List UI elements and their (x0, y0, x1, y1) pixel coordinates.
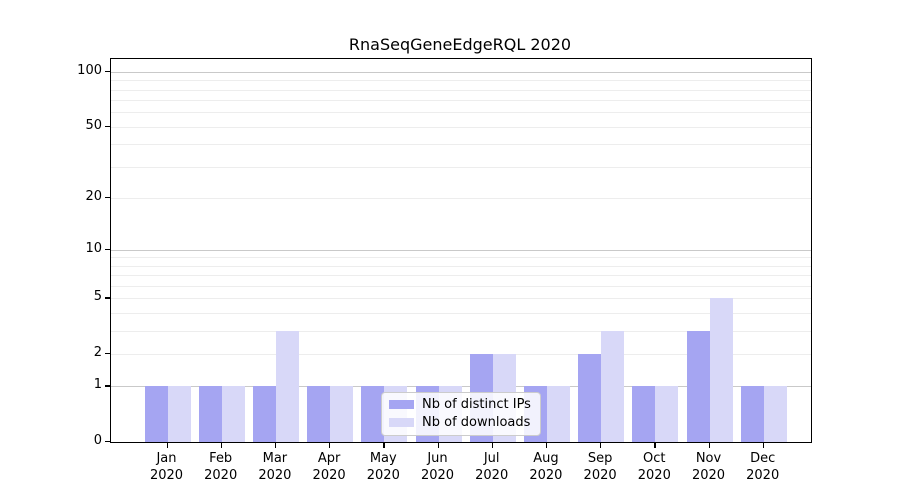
legend-label-downloads: Nb of downloads (422, 415, 531, 430)
bar-distinct-ips (307, 386, 331, 442)
x-tick-label: Nov 2020 (691, 451, 726, 483)
y-tick-label: 50 (85, 117, 102, 133)
x-tick-label: Apr 2020 (312, 451, 346, 483)
x-axis-tick (220, 442, 223, 448)
bar-distinct-ips (198, 386, 222, 442)
x-axis-tick (600, 442, 602, 448)
x-axis-tick (545, 442, 548, 448)
legend-swatch-downloads-icon (389, 418, 414, 427)
gridline (111, 353, 811, 355)
gridline (111, 286, 811, 287)
y-axis-tick (105, 297, 110, 299)
gridline (111, 72, 811, 73)
gridline (111, 265, 811, 267)
y-axis-tick (105, 196, 110, 199)
y-tick-label: 100 (77, 63, 102, 78)
y-tick-label: 0 (93, 433, 102, 448)
gridline (111, 126, 811, 128)
gridline (111, 275, 811, 277)
x-tick-label: Mar 2020 (258, 451, 292, 483)
bar-downloads (167, 386, 191, 442)
x-tick-label: Jul 2020 (475, 451, 509, 483)
y-axis-tick (105, 385, 110, 387)
bar-distinct-ips (740, 386, 764, 442)
x-tick-label: Oct 2020 (637, 451, 671, 483)
bar-downloads (546, 386, 570, 442)
x-tick-label: Jan 2020 (149, 451, 184, 483)
gridline (111, 257, 811, 259)
x-tick-label: Feb 2020 (204, 451, 238, 483)
gridline (111, 100, 811, 102)
bar-distinct-ips (578, 353, 602, 442)
x-tick-label: Jun 2020 (420, 451, 455, 483)
bar-downloads (275, 330, 299, 442)
x-axis-tick (708, 442, 710, 448)
bar-distinct-ips (361, 386, 385, 442)
y-tick-label: 1 (93, 377, 102, 393)
chart-title: RnaSeqGeneEdgeRQL 2020 (348, 35, 572, 54)
x-axis-tick (654, 442, 656, 448)
x-axis-tick (329, 442, 331, 448)
y-axis-tick (105, 352, 110, 355)
gridline (111, 249, 811, 251)
bar-downloads (601, 330, 625, 442)
x-tick-label: May 2020 (366, 451, 400, 483)
y-axis-tick (105, 125, 110, 128)
gridline (111, 112, 811, 114)
gridline (111, 313, 811, 314)
y-tick-label: 10 (85, 240, 102, 256)
x-tick-label: Aug 2020 (529, 451, 563, 483)
plot-area (110, 58, 812, 443)
x-axis-tick (274, 442, 277, 448)
x-axis-tick (762, 442, 765, 448)
legend-row-distinct-ips: Nb of distinct IPs (389, 397, 531, 412)
y-tick-label: 5 (93, 289, 102, 305)
x-axis-tick (383, 442, 385, 448)
bar-downloads (709, 298, 733, 442)
x-tick-label: Sep 2020 (583, 451, 617, 483)
gridline (111, 298, 811, 300)
bar-distinct-ips (632, 386, 656, 442)
legend-swatch-distinct-ips-icon (389, 400, 414, 409)
bar-downloads (763, 386, 787, 442)
gridline (111, 89, 811, 91)
y-tick-label: 2 (93, 344, 102, 360)
x-axis-tick (437, 442, 439, 448)
bar-distinct-ips (144, 386, 168, 442)
gridline (111, 80, 811, 82)
bar-downloads (330, 386, 354, 442)
gridline (111, 144, 811, 146)
y-axis-tick (105, 441, 110, 443)
x-axis-tick (491, 442, 494, 448)
gridline (111, 197, 811, 199)
x-tick-label: Dec 2020 (746, 451, 780, 483)
legend-row-downloads: Nb of downloads (389, 415, 531, 430)
bar-distinct-ips (686, 330, 710, 442)
y-axis-tick (105, 248, 110, 251)
gridline (111, 330, 811, 332)
legend: Nb of distinct IPs Nb of downloads (381, 392, 541, 436)
bar-downloads (221, 386, 245, 442)
bar-downloads (655, 386, 679, 442)
bar-distinct-ips (252, 386, 276, 442)
gridline (111, 166, 811, 168)
y-tick-label: 20 (85, 188, 102, 204)
x-axis-tick (166, 442, 168, 448)
legend-label-distinct-ips: Nb of distinct IPs (422, 397, 531, 412)
y-axis-tick (105, 71, 110, 73)
